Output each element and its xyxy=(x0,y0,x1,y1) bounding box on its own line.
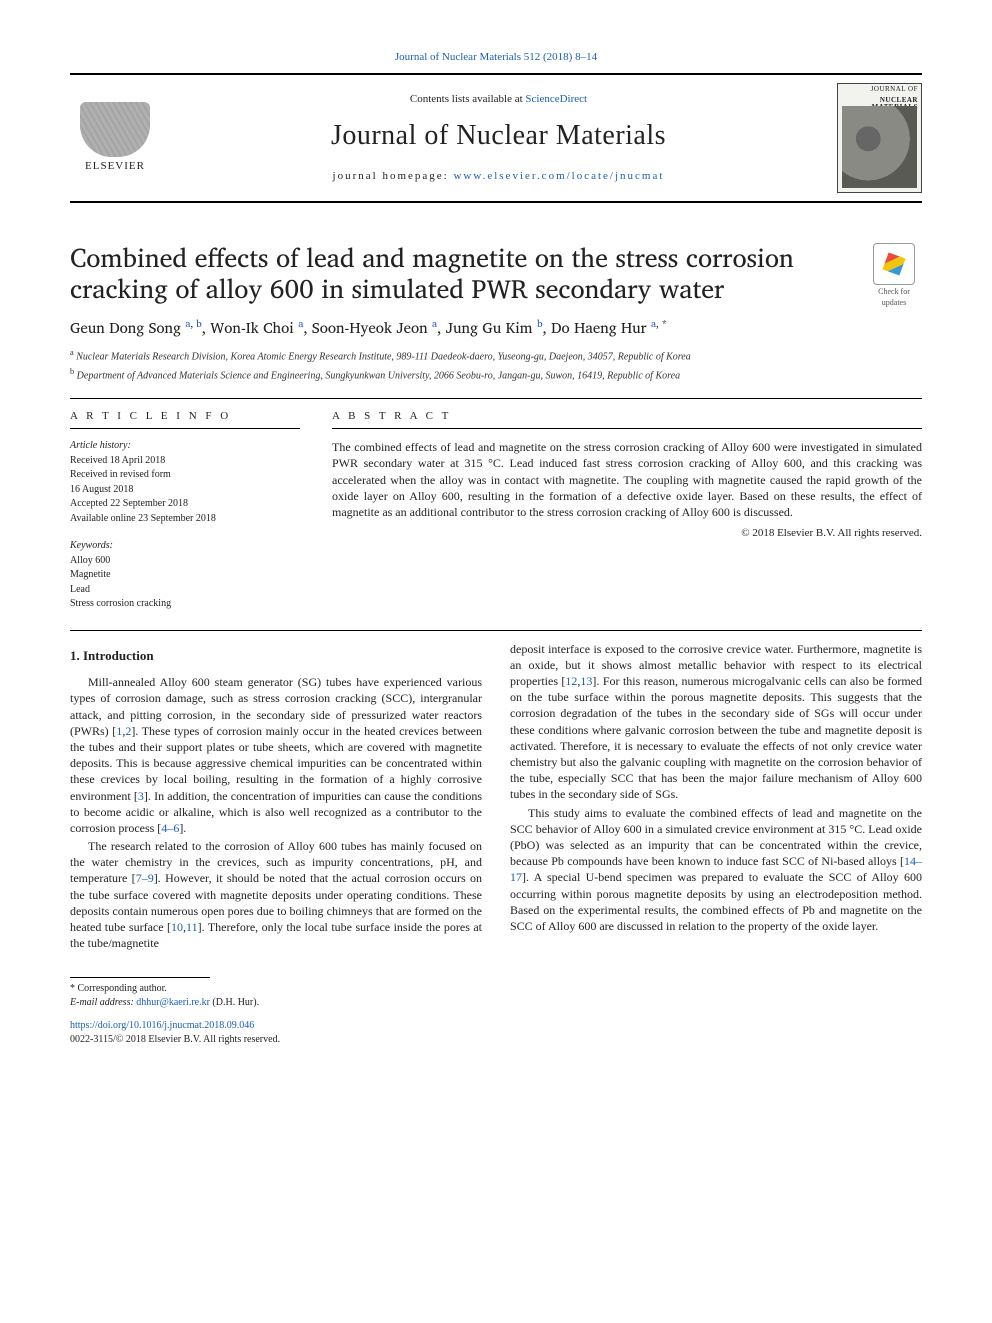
footnote-rule xyxy=(70,977,210,978)
cover-label-line1: JOURNAL OF xyxy=(838,84,921,95)
abstract-block: A B S T R A C T The combined effects of … xyxy=(332,409,922,611)
history-item: Accepted 22 September 2018 xyxy=(70,497,300,511)
keywords-list: Alloy 600MagnetiteLeadStress corrosion c… xyxy=(70,554,300,611)
crossmark-line1: Check for xyxy=(866,287,922,298)
affiliation-list: a Nuclear Materials Research Division, K… xyxy=(70,347,922,383)
body-paragraph: This study aims to evaluate the combined… xyxy=(510,805,922,935)
corresponding-email-link[interactable]: dhhur@kaeri.re.kr xyxy=(136,997,210,1008)
affiliation: b Department of Advanced Materials Scien… xyxy=(70,366,922,383)
history-item: 16 August 2018 xyxy=(70,483,300,497)
info-abstract-row: A R T I C L E I N F O Article history: R… xyxy=(70,409,922,611)
article-history-list: Received 18 April 2018Received in revise… xyxy=(70,454,300,526)
publisher-name: ELSEVIER xyxy=(85,159,145,174)
masthead: ELSEVIER Contents lists available at Sci… xyxy=(70,73,922,203)
keyword-item: Lead xyxy=(70,583,300,597)
page-footer: * Corresponding author. E-mail address: … xyxy=(70,977,922,1046)
author-list: Geun Dong Song a, b, Won-Ik Choi a, Soon… xyxy=(70,318,922,338)
email-label: E-mail address: xyxy=(70,997,136,1008)
doi-line: https://doi.org/10.1016/j.jnucmat.2018.0… xyxy=(70,1019,922,1033)
journal-title: Journal of Nuclear Materials xyxy=(176,117,821,155)
journal-cover-thumbnail[interactable]: JOURNAL OF NUCLEAR MATERIALS xyxy=(837,83,922,193)
corresponding-author-note: * Corresponding author. xyxy=(70,982,922,996)
body-paragraph: The research related to the corrosion of… xyxy=(70,838,482,951)
journal-homepage-line: journal homepage: www.elsevier.com/locat… xyxy=(176,169,821,184)
keywords-label: Keywords: xyxy=(70,539,300,553)
ref-link[interactable]: 14–17 xyxy=(510,854,922,884)
title-block: Combined effects of lead and magnetite o… xyxy=(70,243,922,309)
history-item: Received 18 April 2018 xyxy=(70,454,300,468)
keyword-item: Magnetite xyxy=(70,568,300,582)
section-divider xyxy=(70,630,922,631)
doi-link[interactable]: https://doi.org/10.1016/j.jnucmat.2018.0… xyxy=(70,1020,254,1031)
ref-link[interactable]: 4–6 xyxy=(161,821,179,835)
section-divider xyxy=(70,398,922,399)
affiliation: a Nuclear Materials Research Division, K… xyxy=(70,347,922,364)
ref-link[interactable]: 7–9 xyxy=(136,871,154,885)
article-history-label: Article history: xyxy=(70,439,300,453)
ref-link[interactable]: 13 xyxy=(580,674,592,688)
publisher-logo[interactable]: ELSEVIER xyxy=(70,93,160,183)
cover-image-placeholder xyxy=(842,106,917,188)
ref-link[interactable]: 2 xyxy=(125,724,131,738)
issue-citation: Journal of Nuclear Materials 512 (2018) … xyxy=(70,50,922,65)
corresponding-email-line: E-mail address: dhhur@kaeri.re.kr (D.H. … xyxy=(70,996,922,1010)
history-item: Received in revised form xyxy=(70,468,300,482)
paper-title: Combined effects of lead and magnetite o… xyxy=(70,243,846,305)
abstract-text: The combined effects of lead and magneti… xyxy=(332,439,922,520)
ref-link[interactable]: 3 xyxy=(138,789,144,803)
crossmark-widget[interactable]: Check for updates xyxy=(866,243,922,309)
ref-link[interactable]: 1 xyxy=(116,724,122,738)
issn-copyright: 0022-3115/© 2018 Elsevier B.V. All right… xyxy=(70,1033,922,1047)
history-item: Available online 23 September 2018 xyxy=(70,512,300,526)
ref-link[interactable]: 11 xyxy=(186,920,198,934)
body-paragraph: deposit interface is exposed to the corr… xyxy=(510,641,922,803)
journal-homepage-link[interactable]: www.elsevier.com/locate/jnucmat xyxy=(453,170,664,182)
article-info-block: A R T I C L E I N F O Article history: R… xyxy=(70,409,300,611)
article-info-heading: A R T I C L E I N F O xyxy=(70,409,300,429)
masthead-center: Contents lists available at ScienceDirec… xyxy=(176,92,821,183)
issue-citation-link[interactable]: Journal of Nuclear Materials 512 (2018) … xyxy=(395,51,597,63)
keyword-item: Stress corrosion cracking xyxy=(70,597,300,611)
contents-list-line: Contents lists available at ScienceDirec… xyxy=(176,92,821,107)
sciencedirect-link[interactable]: ScienceDirect xyxy=(525,93,587,105)
keyword-item: Alloy 600 xyxy=(70,554,300,568)
abstract-copyright: © 2018 Elsevier B.V. All rights reserved… xyxy=(332,526,922,541)
crossmark-badge-icon xyxy=(873,243,915,285)
ref-link[interactable]: 10 xyxy=(171,920,183,934)
section-1-heading: 1. Introduction xyxy=(70,647,482,665)
contents-prefix: Contents lists available at xyxy=(410,93,525,105)
email-suffix: (D.H. Hur). xyxy=(210,997,259,1008)
ref-link[interactable]: 12 xyxy=(565,674,577,688)
crossmark-line2: updates xyxy=(866,298,922,309)
body-paragraph: Mill-annealed Alloy 600 steam generator … xyxy=(70,674,482,836)
elsevier-tree-icon xyxy=(80,102,150,157)
body-columns: 1. Introduction Mill-annealed Alloy 600 … xyxy=(70,641,922,952)
homepage-prefix: journal homepage: xyxy=(333,170,454,182)
abstract-heading: A B S T R A C T xyxy=(332,409,922,429)
